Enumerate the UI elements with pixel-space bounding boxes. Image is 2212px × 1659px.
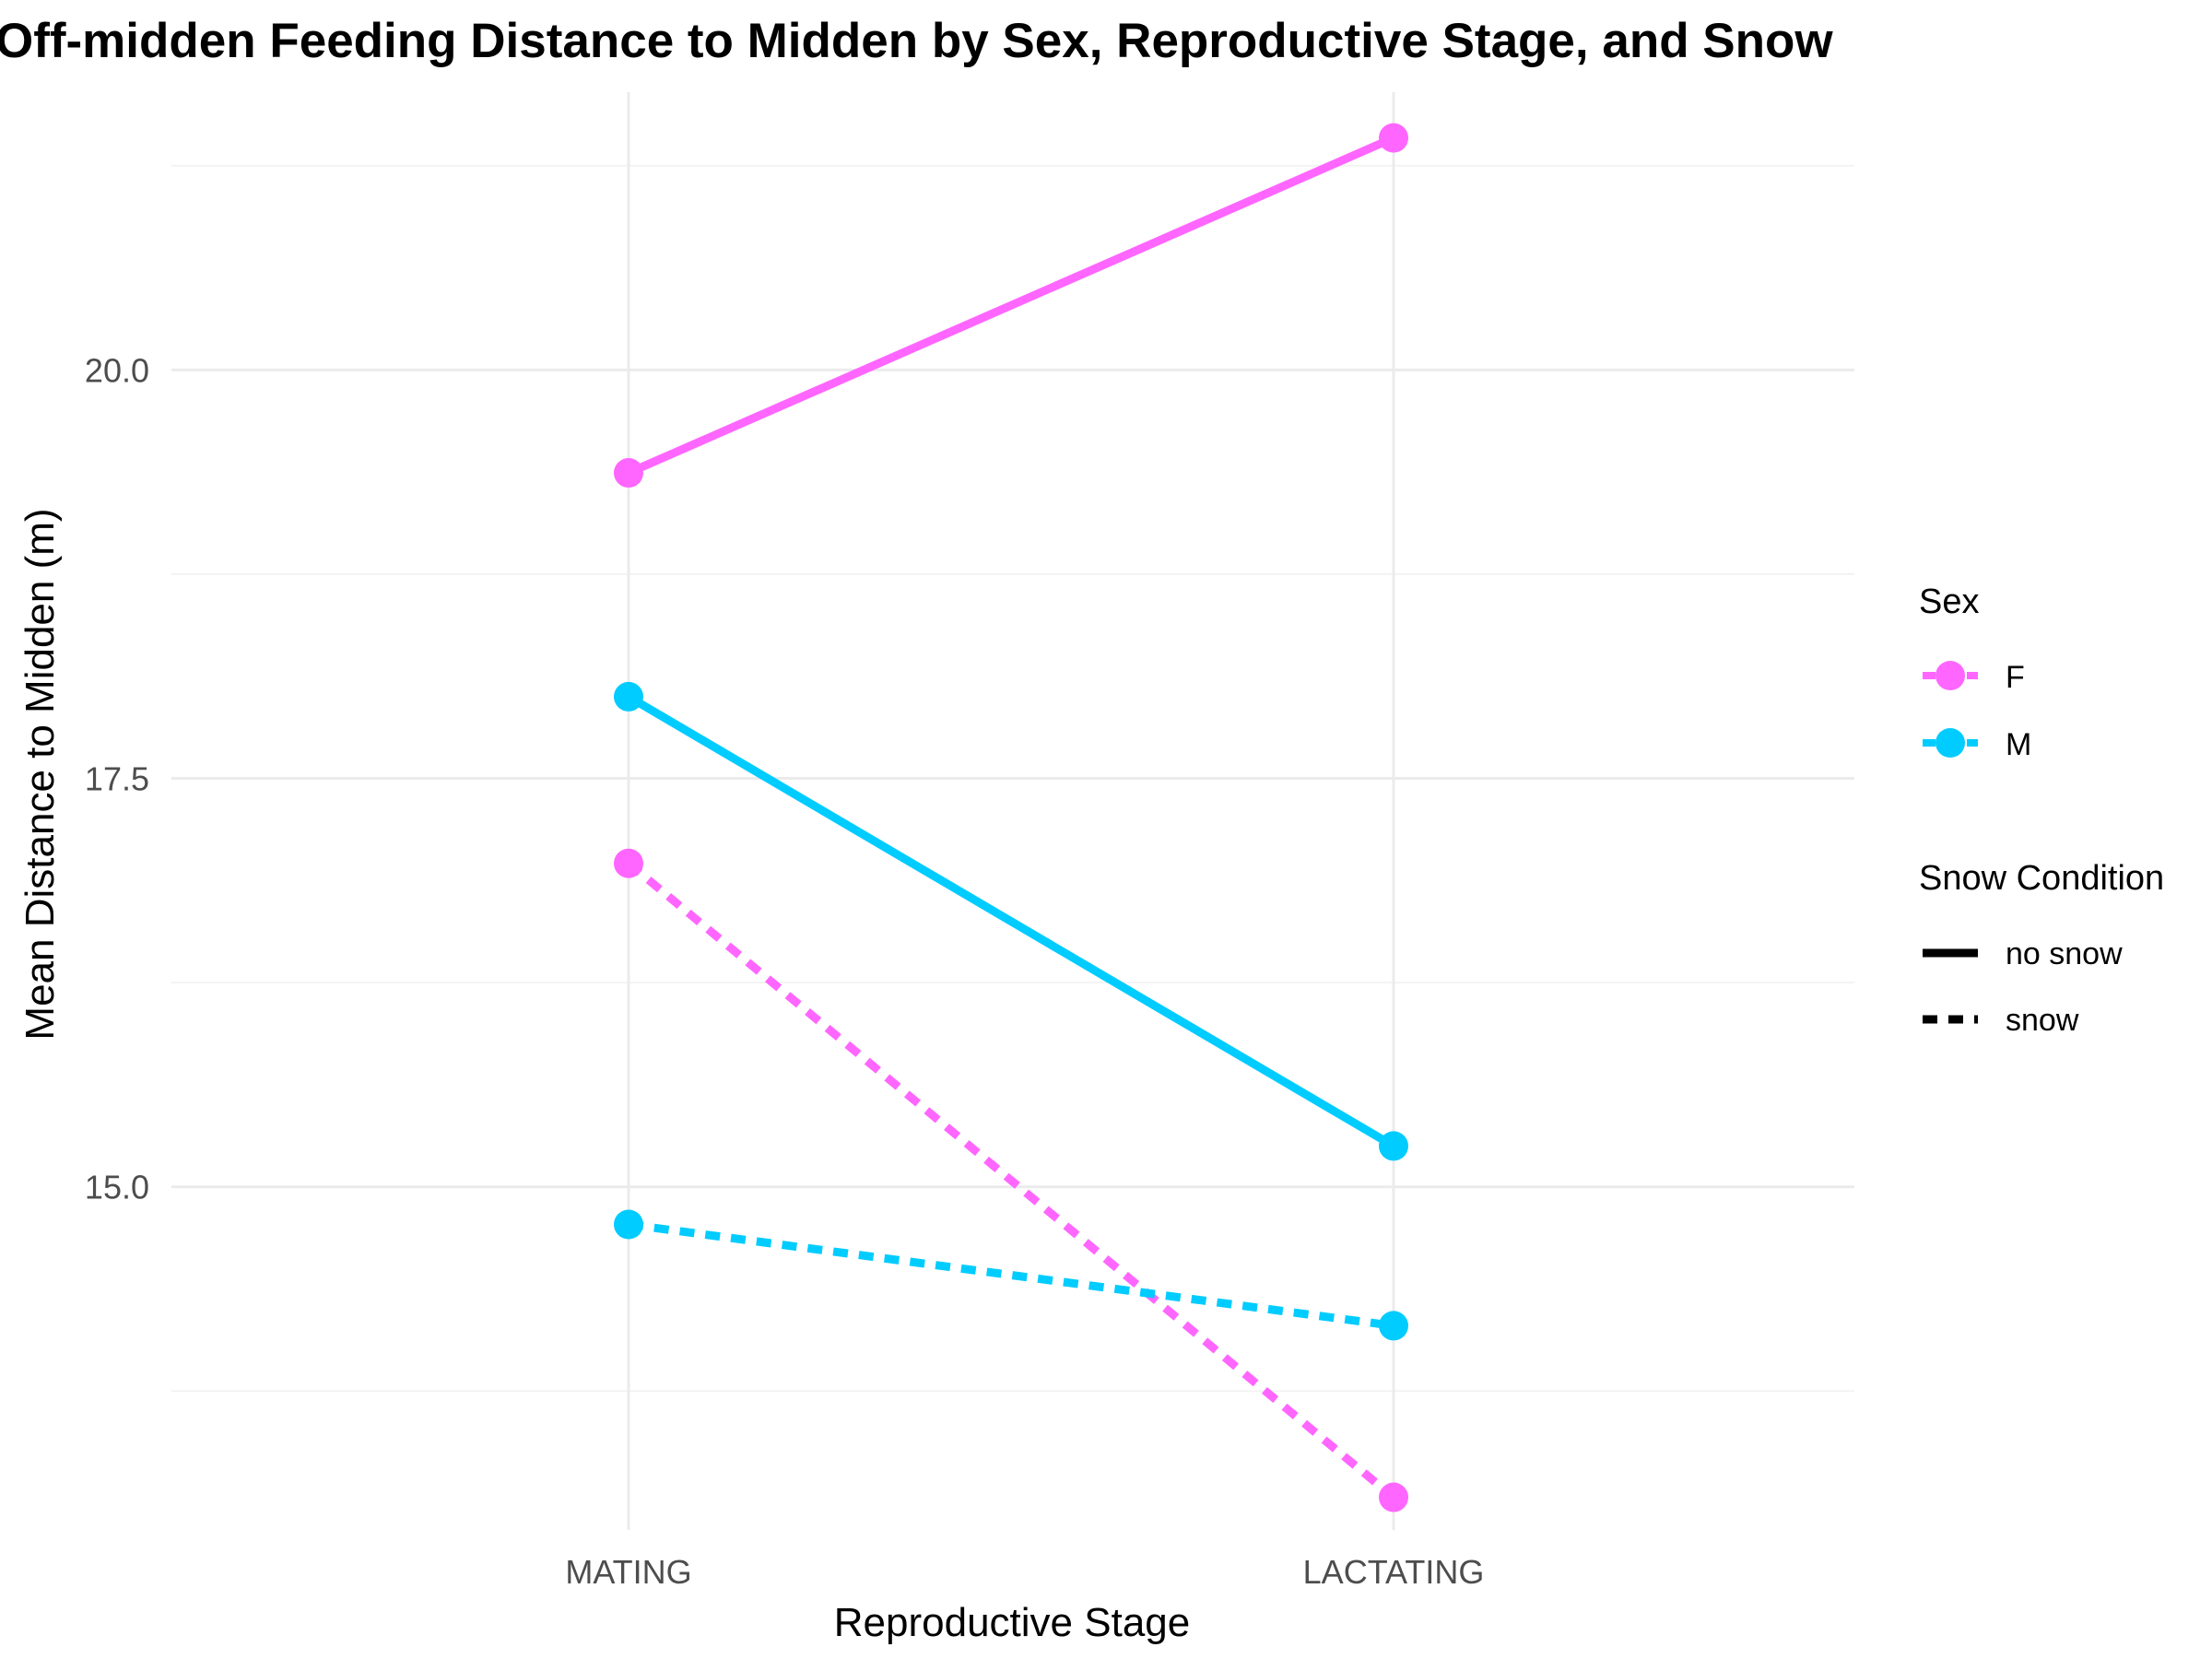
data-point-f-snow-mating [614, 848, 643, 878]
legend-item-m: M [1923, 727, 2031, 762]
legend-item-no-snow: no snow [1923, 936, 2123, 971]
series-lines [626, 134, 1396, 1501]
legend-label-m: M [2006, 727, 2031, 762]
data-point-m-no-snow-mating [614, 681, 643, 712]
chart-title: Off-midden Feeding Distance to Midden by… [0, 14, 1833, 68]
data-point-f-no-snow-mating [614, 458, 643, 488]
series-line-f-no-snow [627, 134, 1395, 477]
legend-item-f: F [1923, 660, 2025, 695]
series-line-m-no-snow [626, 693, 1396, 1150]
legend-label-snow: snow [2006, 1003, 2079, 1038]
legend-item-snow: snow [1923, 1003, 2079, 1038]
legend-key-point-f [1936, 661, 1965, 690]
x-tick-labels: MATING LACTATING [565, 1553, 1484, 1591]
y-tick-label: 17.5 [85, 760, 149, 798]
series-line-f-snow [626, 860, 1396, 1501]
y-axis-title: Mean Distance to Midden (m) [18, 508, 63, 1040]
legend: Sex F M Snow Condition no snow snow [1919, 582, 2164, 1038]
x-tick-label: LACTATING [1303, 1553, 1485, 1591]
y-tick-labels: 15.0 17.5 20.0 [85, 351, 149, 1206]
data-point-f-no-snow-lactating [1379, 123, 1408, 153]
legend-key-point-m [1936, 728, 1965, 758]
legend-title-snow-condition: Snow Condition [1919, 859, 2164, 898]
legend-label-no-snow: no snow [2006, 936, 2123, 971]
y-tick-label: 15.0 [85, 1169, 149, 1206]
legend-label-f: F [2006, 660, 2025, 695]
data-point-f-snow-lactating [1379, 1482, 1408, 1512]
data-point-m-snow-lactating [1379, 1311, 1408, 1341]
y-tick-label: 20.0 [85, 351, 149, 389]
series-line-m-snow [628, 1220, 1394, 1330]
x-tick-label: MATING [565, 1553, 691, 1591]
series-points [614, 123, 1408, 1512]
legend-title-sex: Sex [1919, 582, 1979, 621]
data-point-m-snow-mating [614, 1209, 643, 1240]
x-axis-title: Reproductive Stage [834, 1600, 1190, 1645]
data-point-m-no-snow-lactating [1379, 1131, 1408, 1161]
